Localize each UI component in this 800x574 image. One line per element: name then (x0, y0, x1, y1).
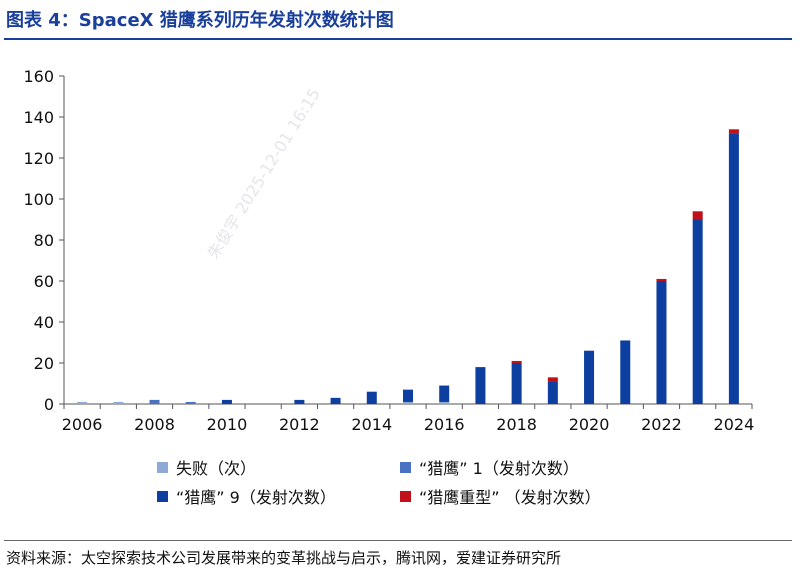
source-note: 资料来源：太空探索技术公司发展带来的变革挑战与启示，腾讯网，爱建证券研究所 (6, 549, 562, 567)
bar-falcon9-2014 (366, 391, 377, 404)
bar-falcon9-2022 (656, 281, 667, 404)
legend-label-failure: 失败（次） (176, 459, 257, 478)
y-tick-label: 160 (23, 67, 54, 86)
bar-falcon1-2009 (185, 401, 196, 404)
bar-falcon9-2023 (692, 219, 703, 404)
y-tick-label: 80 (34, 231, 54, 250)
x-tick-label: 2012 (279, 415, 320, 434)
legend-item-heavy: “猎鹰重型” （发射次数） (400, 484, 601, 508)
bar-falcon9-2019 (547, 381, 558, 404)
bar-failure-2016 (439, 401, 450, 404)
bar-heavy-2024 (728, 129, 739, 134)
bar-falcon9-2024 (728, 133, 739, 404)
bar-falcon9-2017 (475, 367, 486, 404)
legend-swatch-falcon1 (400, 461, 411, 473)
y-tick-label: 140 (23, 108, 54, 127)
bar-falcon9-2018 (511, 363, 522, 404)
legend-swatch-heavy (400, 490, 411, 502)
bar-heavy-2019 (547, 377, 558, 382)
y-tick-label: 120 (23, 149, 54, 168)
legend-label-falcon1: “猎鹰” 1（发射次数） (419, 459, 579, 478)
bars (77, 129, 739, 404)
bar-falcon9-2020 (584, 350, 595, 404)
legend-swatch-falcon9 (157, 490, 168, 502)
bar-falcon9-2021 (620, 340, 631, 404)
y-tick-label: 60 (34, 272, 54, 291)
y-tick-label: 0 (44, 395, 54, 414)
legend-label-heavy: “猎鹰重型” （发射次数） (419, 488, 601, 507)
bar-failure-2007 (113, 401, 124, 404)
x-tick-label: 2014 (351, 415, 392, 434)
bar-failure-2006 (77, 401, 88, 404)
y-axis: 0 20 40 60 80 100 120 140 160 (23, 67, 65, 414)
x-tick-label: 2016 (424, 415, 465, 434)
x-tick-label: 2018 (496, 415, 537, 434)
legend-swatch-failure (157, 461, 168, 473)
bar-falcon9-2010 (221, 399, 232, 404)
x-tick-label: 2008 (134, 415, 175, 434)
bar-falcon9-2015 (403, 389, 413, 402)
bar-falcon1-2008 (149, 399, 160, 404)
x-tick-label: 2006 (62, 415, 103, 434)
x-tick-label: 2010 (207, 415, 248, 434)
bar-falcon9-2012 (294, 399, 305, 404)
title-rule (4, 38, 792, 40)
legend-label-falcon9: “猎鹰” 9（发射次数） (176, 488, 336, 507)
legend-item-falcon9: “猎鹰” 9（发射次数） (157, 484, 336, 508)
legend-item-failure: 失败（次） (157, 455, 256, 479)
x-tick-label: 2024 (714, 415, 755, 434)
bar-heavy-2023 (692, 211, 703, 220)
source-rule (4, 540, 792, 541)
bar-heavy-2022 (656, 278, 667, 281)
chart-title: 图表 4：SpaceX 猎鹰系列历年发射次数统计图 (6, 10, 394, 31)
legend-item-falcon1: “猎鹰” 1（发射次数） (400, 455, 579, 479)
bar-heavy-2018 (511, 360, 522, 363)
x-axis: 2006 2008 2010 2012 2014 2016 2018 2020 2022 2024 (62, 403, 755, 434)
y-tick-label: 40 (34, 313, 54, 332)
y-tick-label: 100 (23, 190, 54, 209)
y-tick-label: 20 (34, 354, 54, 373)
x-tick-label: 2022 (641, 415, 682, 434)
bar-failure-2015 (403, 401, 413, 404)
bar-falcon9-2013 (330, 397, 341, 404)
bar-falcon9-2016 (439, 385, 450, 402)
x-tick-label: 2020 (569, 415, 610, 434)
